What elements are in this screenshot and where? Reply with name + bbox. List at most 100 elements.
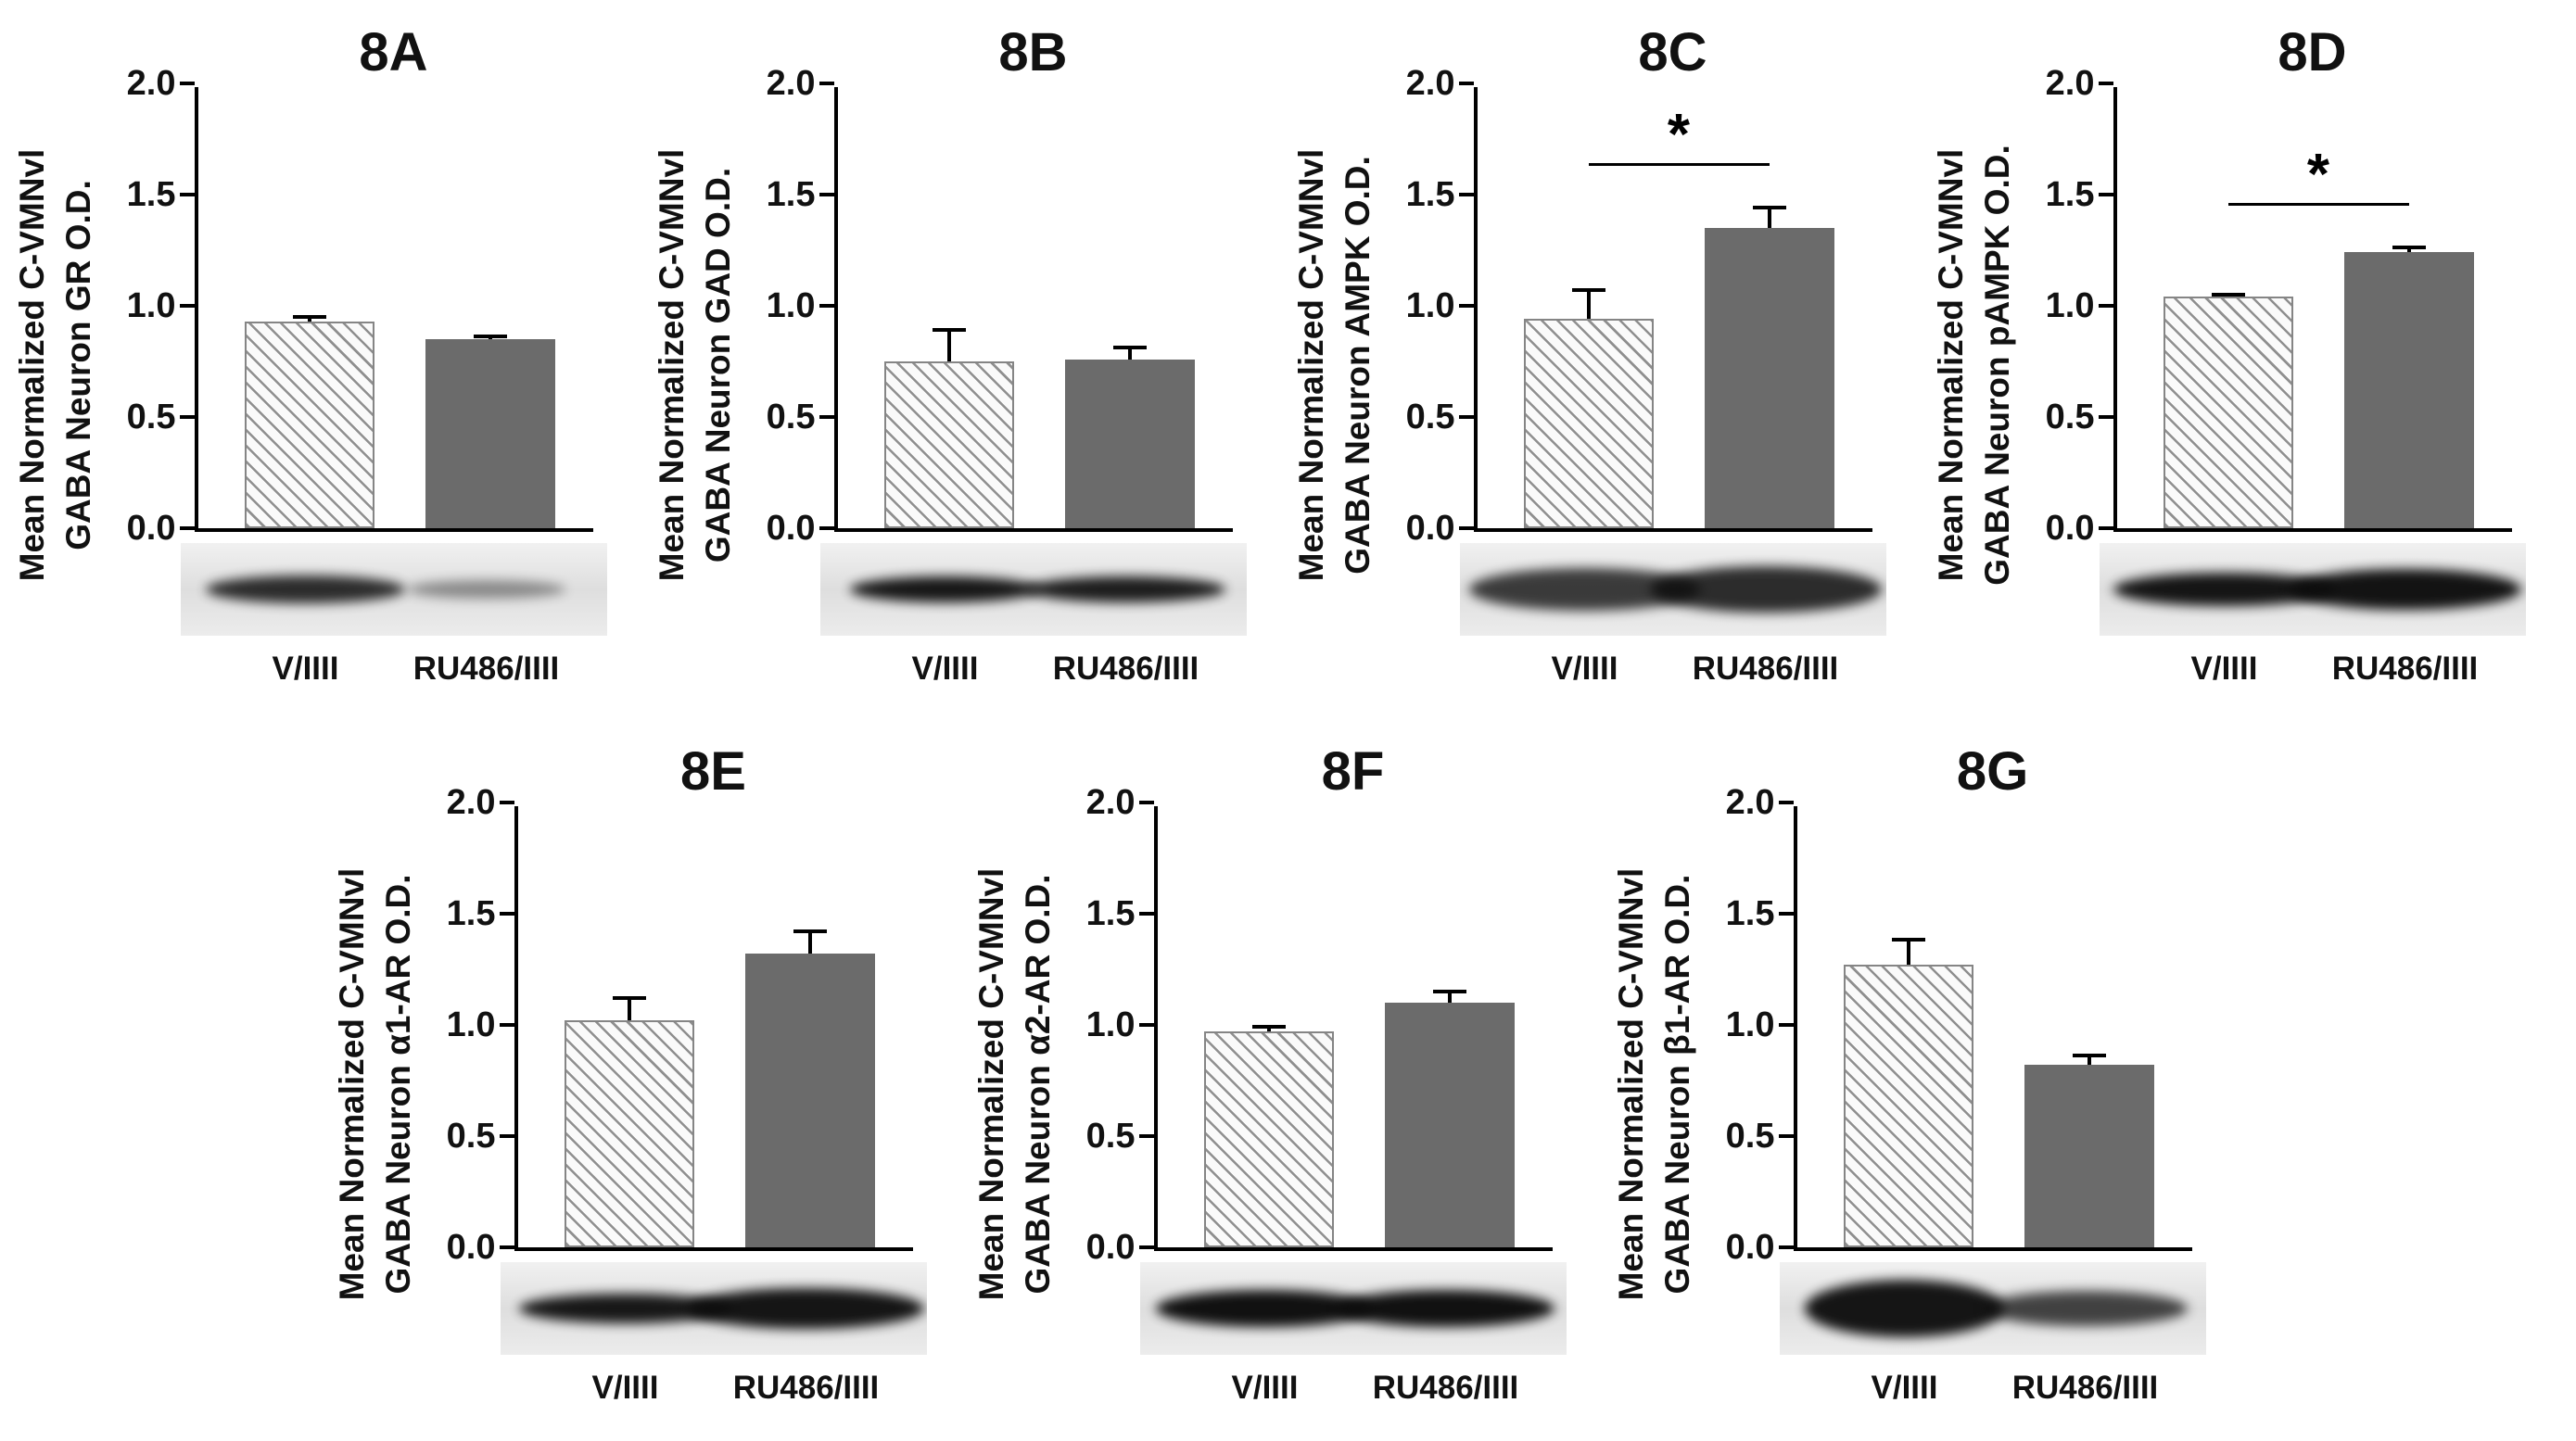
y-axis-label-line1: Mean Normalized C-VMNvl <box>332 867 371 1301</box>
error-bar-cap <box>473 335 507 339</box>
y-tick-label: 0.0 <box>766 509 816 548</box>
x-tick-label: RU486/IIII <box>412 651 560 687</box>
significance-line <box>1588 162 1770 166</box>
y-tick-mark <box>1778 1245 1794 1249</box>
error-bar-cap <box>2392 246 2426 250</box>
bar-group-2 <box>1704 206 1834 528</box>
bar-solid <box>744 954 875 1247</box>
y-tick-mark <box>2098 82 2113 85</box>
bar-group-1 <box>1523 287 1654 528</box>
y-tick-mark <box>1778 912 1794 916</box>
panel-body: Mean Normalized C-VMNvl GABA Neuron α2-A… <box>969 785 1608 1412</box>
bar-group-1 <box>1203 1025 1334 1247</box>
y-tick-label: 1.5 <box>1725 894 1775 933</box>
panel-title: 8A <box>359 22 428 82</box>
plot-wrap: 2.0 1.5 1.0 0.5 0.0 * V/IIII RU486/IIII <box>2046 66 2526 693</box>
error-bar-cap <box>793 929 827 933</box>
plot-wrap: 2.0 1.5 1.0 0.5 0.0 V/IIII RU486/IIII <box>127 66 607 693</box>
y-axis-label: Mean Normalized C-VMNvl GABA Neuron AMPK… <box>1288 87 1390 643</box>
y-tick-label: 1.0 <box>1725 1005 1775 1044</box>
y-tick-label: 2.0 <box>2045 64 2095 103</box>
y-tick-label: 0.0 <box>1725 1228 1775 1267</box>
panel-title: 8E <box>680 741 746 802</box>
y-axis-label: Mean Normalized C-VMNvl GABA Neuron β1-A… <box>1608 806 1710 1362</box>
bar-hatched <box>883 361 1014 528</box>
y-tick-label: 1.5 <box>1085 894 1136 933</box>
panel-title: 8F <box>1321 741 1385 802</box>
x-tick-label: V/IIII <box>1231 1370 1299 1406</box>
blot-band-2 <box>1983 1291 2188 1326</box>
x-tick-label: V/IIII <box>2190 651 2258 687</box>
chart-panel: 8G Mean Normalized C-VMNvl GABA Neuron β… <box>1608 738 2248 1412</box>
y-tick-mark <box>2098 415 2113 419</box>
bar-group-1 <box>564 995 694 1247</box>
x-axis-labels: V/IIII RU486/IIII <box>1474 645 1872 693</box>
significance-asterisk: * <box>2306 143 2330 207</box>
bar-solid <box>2024 1065 2154 1247</box>
bar-hatched <box>1523 319 1654 528</box>
blot-image <box>1779 1262 2206 1355</box>
bar-hatched <box>244 321 374 528</box>
y-tick-mark <box>818 82 834 85</box>
y-axis-label-text: Mean Normalized C-VMNvl GABA Neuron pAMP… <box>1928 59 2030 671</box>
y-tick-mark <box>1778 1023 1794 1027</box>
x-tick-label: RU486/IIII <box>2331 651 2479 687</box>
x-axis-labels: V/IIII RU486/IIII <box>1154 1364 1553 1412</box>
y-tick-mark <box>1458 415 1474 419</box>
y-axis-label-line1: Mean Normalized C-VMNvl <box>1611 867 1650 1301</box>
y-tick-mark <box>1138 1245 1154 1249</box>
panel-title: 8B <box>998 22 1068 82</box>
y-tick-mark <box>1458 82 1474 85</box>
x-tick-label: RU486/IIII <box>1052 651 1199 687</box>
y-axis-label-line1: Mean Normalized C-VMNvl <box>1931 148 1970 582</box>
error-bar-stem <box>946 328 951 380</box>
blot-band-2 <box>1026 576 1225 602</box>
error-bar-cap <box>2072 1054 2106 1058</box>
bar-group-2 <box>425 335 555 528</box>
blot-image <box>1139 1262 1567 1355</box>
y-tick-mark <box>1458 304 1474 308</box>
y-tick-label: 0.5 <box>1725 1117 1775 1156</box>
y-tick-label: 1.5 <box>446 894 496 933</box>
y-tick-mark <box>1458 193 1474 196</box>
x-tick-label: RU486/IIII <box>1372 1370 1519 1406</box>
panel-body: Mean Normalized C-VMNvl GABA Neuron β1-A… <box>1608 785 2248 1412</box>
y-axis-label-line2: GABA Neuron pAMPK O.D. <box>1977 145 2016 586</box>
y-axis-label-line1: Mean Normalized C-VMNvl <box>12 148 51 582</box>
y-tick-mark <box>499 801 514 804</box>
y-tick-label: 0.0 <box>1405 509 1455 548</box>
blot-band-2 <box>1649 566 1882 613</box>
y-tick-label: 2.0 <box>126 64 176 103</box>
y-tick-mark <box>1778 1134 1794 1138</box>
y-axis-label-line1: Mean Normalized C-VMNvl <box>971 867 1010 1301</box>
blot-image <box>180 543 607 636</box>
y-tick-mark <box>179 415 195 419</box>
blot-image <box>2099 543 2526 636</box>
y-axis-label-line1: Mean Normalized C-VMNvl <box>1291 148 1330 582</box>
x-tick-label: V/IIII <box>911 651 979 687</box>
error-bar-cap <box>932 328 966 332</box>
y-tick-label: 0.5 <box>126 398 176 436</box>
y-tick-label: 1.0 <box>766 286 816 325</box>
y-tick-mark <box>499 1134 514 1138</box>
blot-image <box>819 543 1247 636</box>
blot-image <box>1459 543 1886 636</box>
panel-body: Mean Normalized C-VMNvl GABA Neuron α1-A… <box>329 785 969 1412</box>
y-axis-label-text: Mean Normalized C-VMNvl GABA Neuron GAD … <box>649 59 751 671</box>
y-tick-label: 0.5 <box>446 1117 496 1156</box>
y-axis-label: Mean Normalized C-VMNvl GABA Neuron α1-A… <box>329 806 431 1362</box>
y-axis-label: Mean Normalized C-VMNvl GABA Neuron pAMP… <box>1928 87 2030 643</box>
y-tick-label: 0.0 <box>446 1228 496 1267</box>
bar-hatched <box>1843 965 1973 1247</box>
chart-panel: 8F Mean Normalized C-VMNvl GABA Neuron α… <box>969 738 1608 1412</box>
y-tick-label: 0.5 <box>1085 1117 1136 1156</box>
y-tick-mark <box>2098 304 2113 308</box>
plot-wrap: 2.0 1.5 1.0 0.5 0.0 V/IIII RU486/IIII <box>1726 785 2206 1412</box>
y-tick-mark <box>179 526 195 530</box>
y-tick-label: 0.5 <box>766 398 816 436</box>
y-tick-mark <box>818 304 834 308</box>
plot-wrap: 2.0 1.5 1.0 0.5 0.0 V/IIII RU486/IIII <box>767 66 1247 693</box>
bar-group-1 <box>244 314 374 528</box>
y-tick-mark <box>2098 193 2113 196</box>
y-tick-label: 1.5 <box>126 175 176 214</box>
